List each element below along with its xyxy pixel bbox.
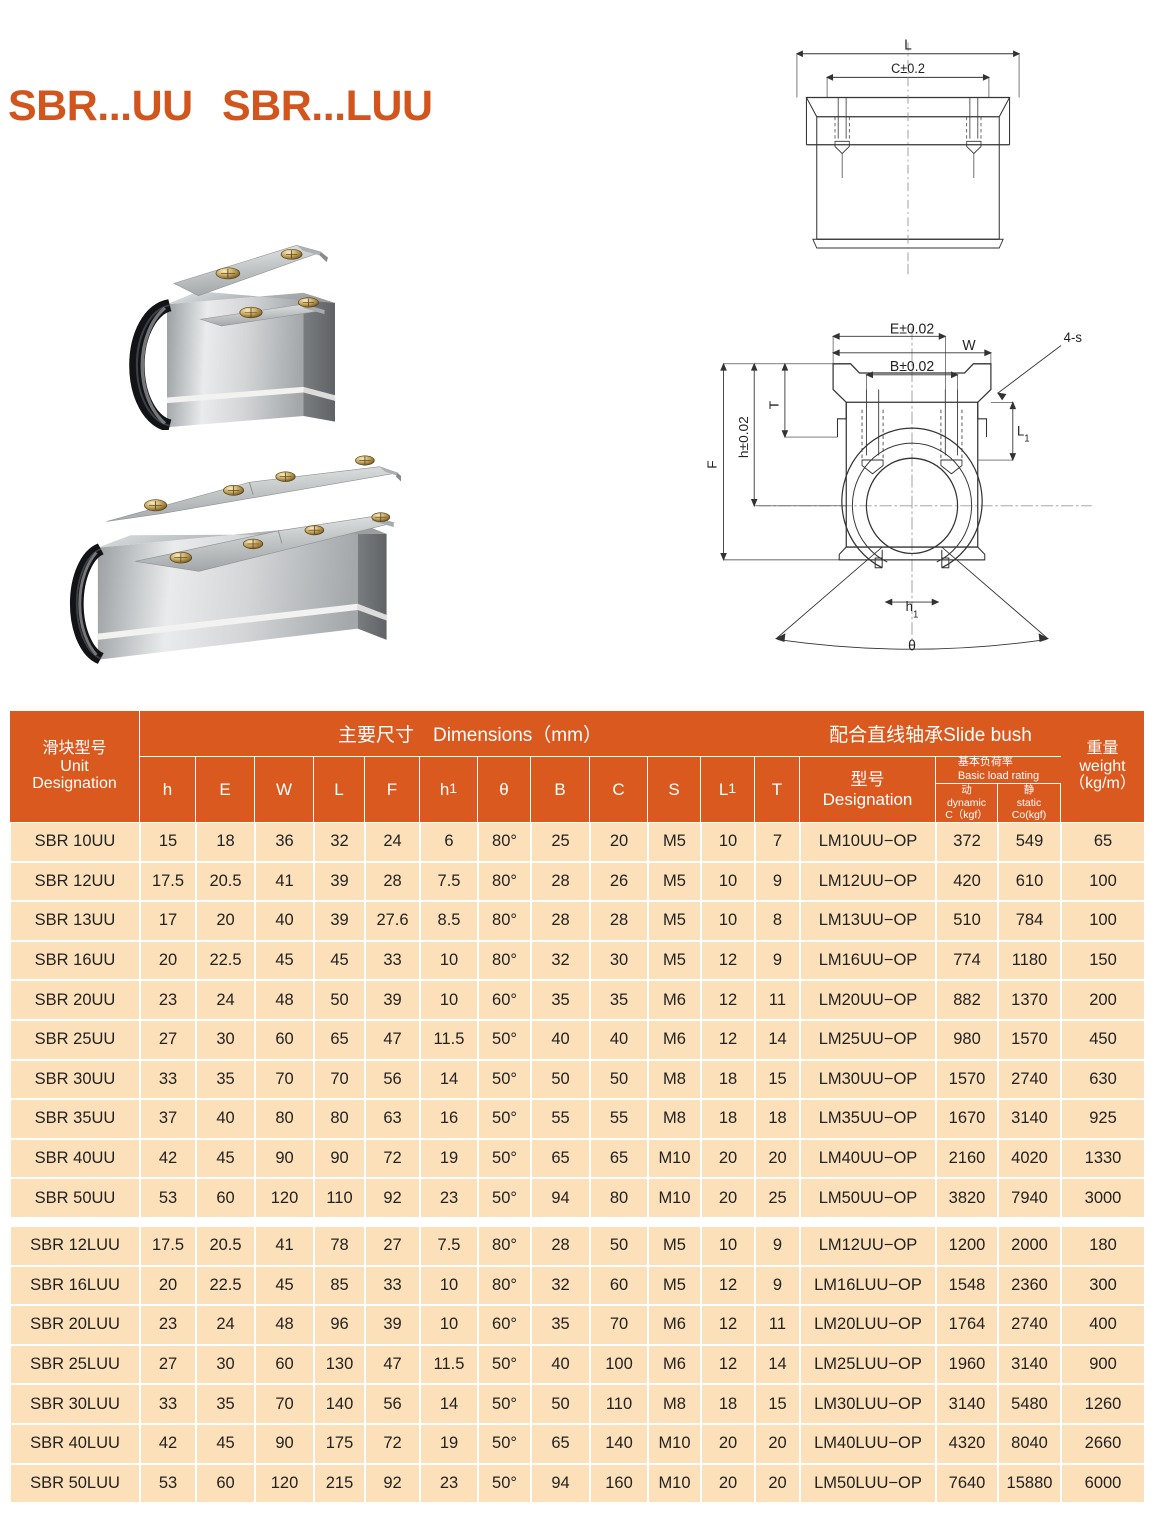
svg-text:C±0.2: C±0.2 [891, 60, 925, 76]
svg-text:L: L [904, 38, 912, 54]
svg-text:F: F [706, 460, 719, 468]
svg-text:T: T [767, 401, 782, 409]
svg-text:4-s: 4-s [1064, 330, 1083, 345]
svg-text:θ: θ [908, 638, 916, 654]
svg-text:B±0.02: B±0.02 [890, 359, 934, 375]
svg-text:h±0.02: h±0.02 [736, 416, 751, 458]
svg-text:E±0.02: E±0.02 [890, 321, 934, 337]
svg-text:W: W [962, 338, 976, 354]
svg-text:L1: L1 [1017, 423, 1030, 444]
